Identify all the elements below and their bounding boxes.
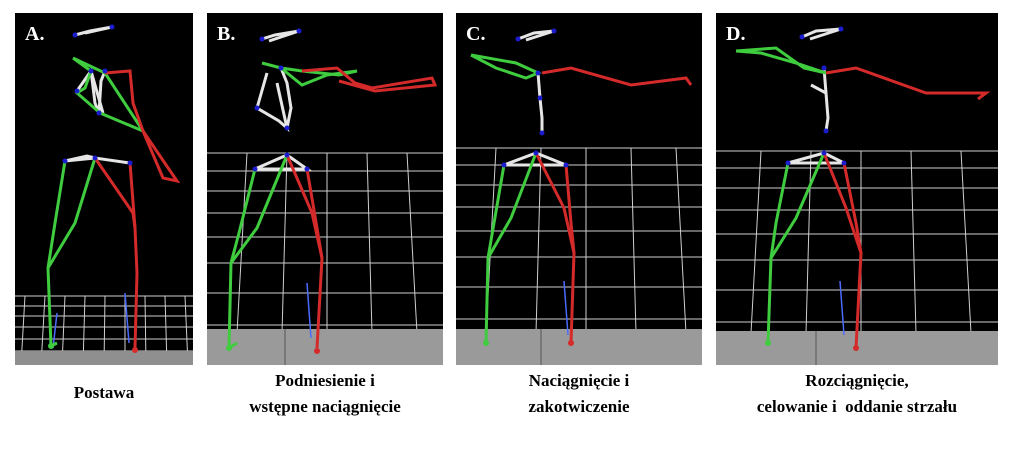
panel-b: B.	[207, 13, 443, 365]
caption-line: celowanie i oddanie strzału	[756, 397, 958, 416]
skeleton-figure-b	[207, 28, 443, 365]
caption-line: Naciągnięcie i	[528, 371, 630, 390]
panel-a: A.	[15, 13, 193, 365]
caption-d: Rozciągnięcie, celowanie i oddanie strza…	[706, 368, 1008, 420]
skeleton-figure-c	[456, 28, 702, 365]
panel-label: D.	[726, 23, 746, 45]
joints	[62, 24, 133, 166]
caption-line: Rozciągnięcie,	[805, 371, 909, 390]
panel-label: A.	[25, 23, 45, 45]
skeleton-figure-a	[15, 24, 193, 365]
caption-line: wstępne naciągnięcie	[249, 397, 401, 416]
caption-b: Podniesienie i wstępne naciągnięcie	[197, 368, 453, 420]
caption-line: Postawa	[73, 383, 135, 402]
skeleton-figure-d	[716, 26, 998, 365]
caption-c: Naciągnięcie i zakotwiczenie	[456, 368, 702, 420]
caption-line: Podniesienie i	[275, 371, 375, 390]
panel-d: D.	[716, 13, 998, 365]
panel-label: C.	[466, 23, 486, 45]
panel-label: B.	[217, 23, 236, 45]
caption-line: zakotwiczenie	[528, 397, 630, 416]
caption-a: Postawa	[15, 380, 193, 406]
panel-c: C.	[456, 13, 702, 365]
